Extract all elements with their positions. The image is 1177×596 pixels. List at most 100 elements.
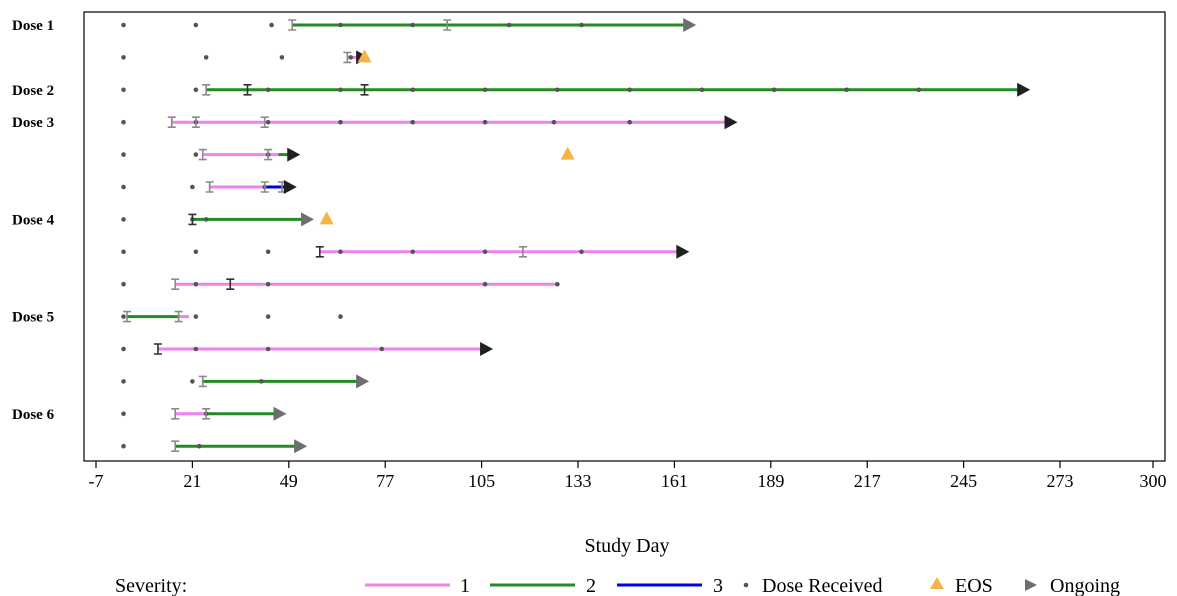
- ongoing-arrow: [480, 342, 494, 356]
- row-label: Dose 6: [12, 407, 55, 423]
- legend-swatch-eos: [930, 577, 944, 589]
- interval-cap-marker: [202, 408, 211, 420]
- subject-row: [121, 310, 343, 323]
- subject-row: [121, 49, 372, 65]
- ongoing-arrow: [683, 18, 697, 32]
- dose-dot: [379, 346, 385, 352]
- interval-cap-marker: [360, 84, 369, 96]
- interval-cap-marker: [205, 181, 214, 193]
- interval-cap-marker: [198, 148, 207, 161]
- dose-dot: [193, 152, 199, 157]
- eos-triangle: [319, 211, 334, 225]
- interval-cap-marker: [518, 246, 527, 258]
- dose-dot: [121, 346, 126, 352]
- interval-cap-marker: [260, 181, 269, 193]
- dose-dot: [627, 87, 632, 93]
- legend-swatch-dose: [743, 582, 749, 588]
- plot-frame: [83, 11, 1166, 462]
- dose-dot: [627, 119, 632, 125]
- row-label: Dose 3: [12, 115, 54, 131]
- interval-cap-marker: [174, 310, 183, 323]
- subject-row: [121, 244, 690, 259]
- ongoing-arrow: [724, 115, 738, 130]
- x-tick-label: 161: [661, 471, 688, 491]
- subject-row: [121, 180, 297, 194]
- eos-triangle: [357, 49, 372, 63]
- dose-dot: [555, 87, 560, 93]
- subject-row: [121, 439, 308, 454]
- dose-dot: [410, 119, 416, 125]
- row-labels: Dose 1 Dose 2 Dose 3 Dose 4 Dose 5 Dose 6: [12, 18, 55, 423]
- subject-row: [121, 374, 370, 389]
- dose-dot: [121, 55, 126, 60]
- dose-dot: [506, 22, 512, 28]
- legend-label-sev2: 2: [586, 575, 596, 596]
- dose-dot: [265, 87, 271, 93]
- dose-dot: [258, 379, 264, 384]
- ongoing-arrow: [301, 212, 315, 227]
- interval-cap-marker: [315, 246, 324, 258]
- dose-dot: [410, 249, 416, 255]
- dose-dot: [551, 119, 557, 125]
- dose-dot: [196, 443, 202, 449]
- dose-dot: [555, 281, 560, 287]
- dose-dot: [699, 87, 705, 93]
- dose-dot: [269, 22, 274, 28]
- dose-dot: [279, 55, 285, 60]
- row-label: Dose 2: [12, 83, 54, 99]
- ongoing-arrow: [676, 244, 690, 259]
- subject-row: [121, 115, 738, 130]
- interval-cap-marker: [343, 51, 352, 64]
- interval-cap-marker: [167, 116, 176, 128]
- dose-dot: [193, 346, 199, 352]
- dose-dot: [121, 314, 126, 319]
- x-tick-label: 273: [1047, 471, 1074, 491]
- dose-dot: [121, 249, 126, 255]
- dose-dot: [121, 217, 126, 222]
- legend: Severity: 1 2 3 Dose Received EOS Ongoing: [115, 575, 1120, 596]
- ongoing-arrow: [356, 374, 370, 389]
- dose-dot: [121, 411, 126, 417]
- x-axis: -7 21 49 77 105 133 161 189 217 245 273 300: [89, 461, 1167, 491]
- dose-dot: [193, 281, 199, 287]
- dose-dot: [410, 22, 416, 28]
- dose-dot: [338, 22, 343, 28]
- legend-swatch-ongoing: [1025, 579, 1037, 591]
- dose-dot: [121, 152, 126, 157]
- dose-dot: [265, 314, 271, 319]
- dose-dot: [916, 87, 922, 93]
- x-tick-label: 21: [183, 471, 201, 491]
- subject-row: [121, 18, 697, 32]
- interval-cap-marker: [171, 278, 180, 290]
- interval-cap-marker: [202, 84, 211, 96]
- eos-triangle: [560, 146, 575, 160]
- dose-dot: [482, 249, 488, 255]
- dose-dot: [121, 119, 126, 125]
- interval-cap-marker: [288, 19, 297, 31]
- dose-dot: [348, 55, 354, 60]
- dose-dot: [121, 184, 126, 190]
- interval-cap-marker: [226, 278, 235, 290]
- dose-dot: [265, 346, 271, 352]
- dose-dot: [121, 22, 126, 28]
- subject-row: [121, 211, 334, 227]
- legend-label-ongoing: Ongoing: [1050, 575, 1120, 596]
- interval-cap-marker: [264, 148, 273, 161]
- rows-layer: [121, 18, 1031, 454]
- legend-label-dose: Dose Received: [762, 575, 883, 596]
- dose-dot: [193, 249, 199, 255]
- subject-row: [121, 406, 287, 421]
- x-tick-label: 245: [950, 471, 977, 491]
- x-axis-label: Study Day: [585, 535, 670, 557]
- dose-dot: [482, 87, 488, 93]
- dose-dot: [482, 119, 488, 125]
- dose-dot: [121, 281, 126, 287]
- interval-cap-marker: [188, 213, 197, 226]
- legend-label-sev3: 3: [713, 575, 723, 596]
- ongoing-arrow: [273, 406, 287, 421]
- interval-cap-marker: [122, 310, 131, 323]
- interval-cap-marker: [243, 84, 252, 96]
- dose-dot: [193, 22, 199, 28]
- x-tick-label: 189: [757, 471, 784, 491]
